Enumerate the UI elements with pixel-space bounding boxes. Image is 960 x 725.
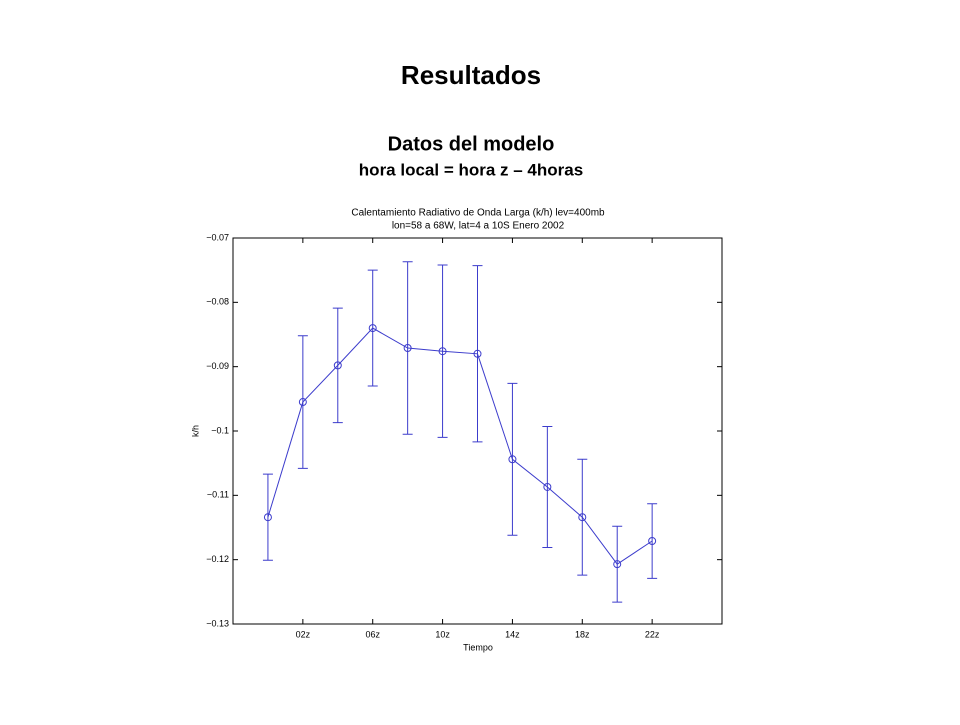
data-line <box>267 327 653 565</box>
error-bar <box>297 335 308 469</box>
error-bar <box>472 265 483 443</box>
data-marker <box>543 482 552 491</box>
chart-title: Calentamiento Radiativo de Onda Larga (k… <box>351 208 605 219</box>
slide-title: Resultados <box>401 60 541 90</box>
y-tick-label: −0.11 <box>207 490 229 500</box>
y-tick-label: −0.1 <box>211 425 229 435</box>
x-tick-label: 14z <box>505 629 520 639</box>
error-bar <box>367 269 378 387</box>
error-bar <box>402 261 413 435</box>
data-marker <box>613 560 622 569</box>
x-tick-label: 18z <box>575 629 590 639</box>
data-marker <box>368 324 377 333</box>
data-marker <box>263 513 272 522</box>
data-marker <box>403 344 412 353</box>
x-tick-label: 22z <box>645 629 660 639</box>
error-bar <box>647 503 658 579</box>
data-marker <box>508 455 517 464</box>
y-tick-label: −0.12 <box>206 554 229 564</box>
data-marker <box>648 537 657 546</box>
y-axis-label: k/h <box>190 425 200 437</box>
y-tick-label: −0.08 <box>206 297 229 307</box>
data-marker <box>333 361 342 370</box>
error-bar <box>577 458 588 576</box>
error-bar <box>507 382 518 536</box>
error-bar <box>542 425 553 548</box>
error-bar <box>262 473 273 561</box>
slide-note: hora local = hora z – 4horas <box>359 160 583 179</box>
y-tick-label: −0.09 <box>206 361 229 371</box>
error-bar <box>612 525 623 603</box>
y-tick-label: −0.07 <box>206 232 229 242</box>
data-marker <box>438 347 447 356</box>
x-tick-label: 06z <box>365 629 380 639</box>
slide-subtitle: Datos del modelo <box>388 133 555 155</box>
x-axis-label: Tiempo <box>463 642 493 652</box>
chart-title: lon=58 a 68W, lat=4 a 10S Enero 2002 <box>392 221 565 232</box>
error-bar <box>437 264 448 438</box>
data-marker <box>473 349 482 358</box>
y-tick-label: −0.13 <box>206 618 229 628</box>
x-tick-label: 02z <box>296 629 311 639</box>
data-marker <box>578 513 587 522</box>
error-bar <box>332 307 343 424</box>
data-marker <box>298 398 307 407</box>
x-tick-label: 10z <box>435 629 450 639</box>
